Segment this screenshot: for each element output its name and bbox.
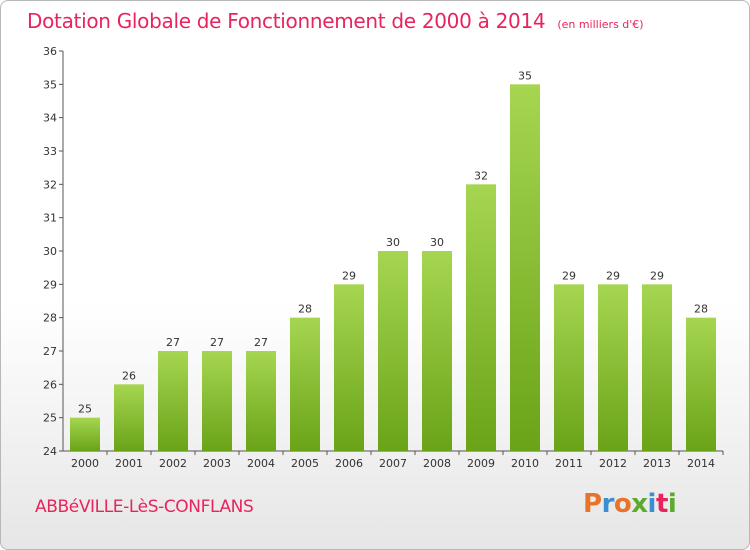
bar-2008 xyxy=(422,251,452,451)
y-tick-label: 31 xyxy=(43,212,57,225)
bar-2005 xyxy=(290,317,320,451)
value-label-2005: 28 xyxy=(298,303,312,316)
bar-2000 xyxy=(70,417,100,451)
chart-title: Dotation Globale de Fonctionnement de 20… xyxy=(27,9,644,33)
value-labels: 25 26 27 27 27 28 29 30 30 32 35 29 29 29 28 xyxy=(78,69,708,415)
bar-2009 xyxy=(466,184,496,452)
x-tick-label: 2003 xyxy=(203,457,231,470)
y-tick-label: 27 xyxy=(43,345,57,358)
y-tick-label: 24 xyxy=(43,445,57,458)
bars xyxy=(70,84,716,452)
x-tick-label: 2009 xyxy=(467,457,495,470)
value-label-2014: 28 xyxy=(694,303,708,316)
x-tick-label: 2004 xyxy=(247,457,275,470)
y-tick-label: 30 xyxy=(43,245,57,258)
bar-2004 xyxy=(246,351,276,451)
axes: 24 25 26 27 28 29 30 31 32 33 34 35 36 2000 2001 2002 20… xyxy=(43,45,724,470)
x-tick-label: 2001 xyxy=(115,457,143,470)
value-label-2013: 29 xyxy=(650,269,664,282)
logo-letter: P xyxy=(583,489,602,519)
value-label-2004: 27 xyxy=(254,336,268,349)
commune-name: ABBéVILLE-LèS-CONFLANS xyxy=(35,497,254,517)
bar-2001 xyxy=(114,384,144,451)
value-label-2008: 30 xyxy=(430,236,444,249)
value-label-2010: 35 xyxy=(518,69,532,82)
value-label-2006: 29 xyxy=(342,269,356,282)
bar-2003 xyxy=(202,351,232,451)
x-tick-label: 2007 xyxy=(379,457,407,470)
x-tick-label: 2010 xyxy=(511,457,539,470)
x-tick-label: 2012 xyxy=(599,457,627,470)
y-tick-label: 34 xyxy=(43,112,57,125)
value-label-2000: 25 xyxy=(78,403,92,416)
value-label-2012: 29 xyxy=(606,269,620,282)
logo-letter: o xyxy=(613,489,632,519)
value-label-2001: 26 xyxy=(122,369,136,382)
chart-title-text: Dotation Globale de Fonctionnement de 20… xyxy=(27,9,546,33)
logo-letter: x xyxy=(631,489,648,519)
y-tick-label: 32 xyxy=(43,178,57,191)
chart-unit: (en milliers d'€) xyxy=(557,18,644,31)
x-tick-label: 2002 xyxy=(159,457,187,470)
bar-2007 xyxy=(378,251,408,451)
y-tick-label: 35 xyxy=(43,78,57,91)
y-tick-label: 33 xyxy=(43,145,57,158)
bar-chart: 24 25 26 27 28 29 30 31 32 33 34 35 36 2000 2001 2002 20… xyxy=(43,45,724,470)
bar-2011 xyxy=(554,284,584,451)
value-label-2007: 30 xyxy=(386,236,400,249)
y-tick-label: 25 xyxy=(43,412,57,425)
value-label-2002: 27 xyxy=(166,336,180,349)
logo-letter: r xyxy=(601,489,615,519)
x-tick-label: 2014 xyxy=(687,457,715,470)
x-tick-label: 2006 xyxy=(335,457,363,470)
y-tick-label: 26 xyxy=(43,378,57,391)
value-label-2011: 29 xyxy=(562,269,576,282)
bar-2010 xyxy=(510,84,540,451)
proxiti-logo: Proxiti xyxy=(583,489,677,519)
logo-letter: i xyxy=(647,489,657,519)
y-tick-label: 36 xyxy=(43,45,57,58)
bar-2002 xyxy=(158,351,188,451)
bar-2014 xyxy=(686,317,716,451)
logo-letter: t xyxy=(655,489,668,519)
bar-2012 xyxy=(598,284,628,451)
x-tick-label: 2011 xyxy=(555,457,583,470)
bar-2013 xyxy=(642,284,672,451)
logo-letter: i xyxy=(667,489,677,519)
value-label-2009: 32 xyxy=(474,169,488,182)
value-label-2003: 27 xyxy=(210,336,224,349)
x-tick-label: 2008 xyxy=(423,457,451,470)
y-tick-label: 28 xyxy=(43,312,57,325)
bar-2006 xyxy=(334,284,364,451)
x-tick-label: 2000 xyxy=(71,457,99,470)
x-tick-label: 2005 xyxy=(291,457,319,470)
x-tick-label: 2013 xyxy=(643,457,671,470)
y-tick-label: 29 xyxy=(43,278,57,291)
